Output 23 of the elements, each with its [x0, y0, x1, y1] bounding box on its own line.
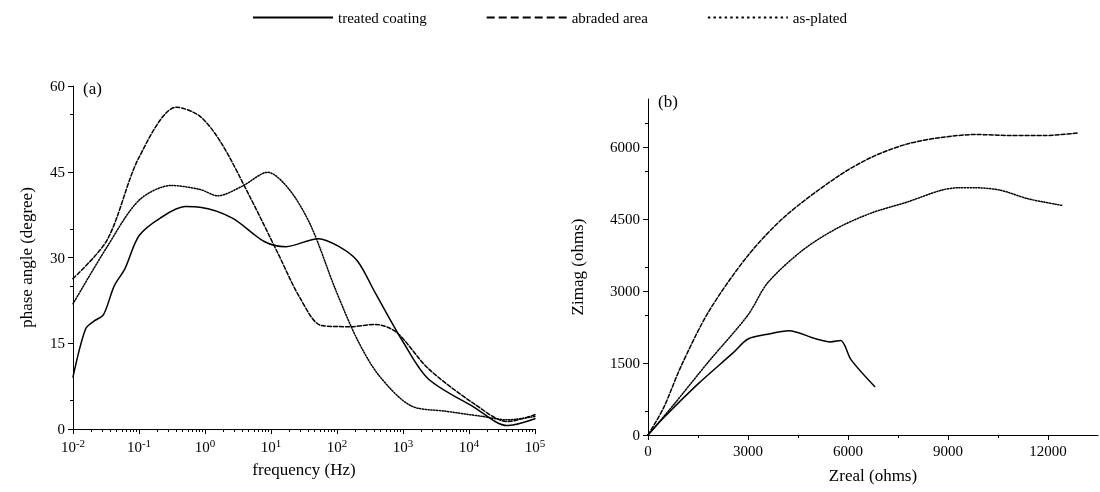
y-tick-label: 45 — [50, 163, 65, 180]
legend-label: treated coating — [337, 9, 428, 26]
annotation: (b) — [658, 92, 678, 111]
y-tick-label: 4500 — [610, 211, 640, 227]
y-tick-label: 1500 — [610, 355, 640, 371]
y-tick-label: 6000 — [610, 139, 640, 155]
annotation: (a) — [83, 79, 102, 98]
x-tick-label: 3000 — [733, 442, 763, 459]
x-tick-label: 9000 — [933, 442, 963, 459]
y-tick-label: 15 — [50, 335, 65, 352]
legend-label: abraded area — [571, 9, 649, 26]
y-tick-label: 3000 — [610, 283, 640, 299]
y-axis-title: Zimag (ohms) — [568, 218, 587, 316]
y-tick-label: 60 — [50, 78, 65, 94]
y-tick-label: 0 — [57, 421, 65, 437]
y-axis-title: phase angle (degree) — [17, 187, 36, 328]
legend-label: as-plated — [792, 9, 848, 26]
x-axis-title: frequency (Hz) — [252, 460, 356, 479]
x-axis-title: Zreal (ohms) — [828, 466, 918, 485]
x-tick-label: 6000 — [833, 442, 863, 459]
x-tick-label: 12000 — [1029, 442, 1067, 459]
x-tick-label: 0 — [644, 442, 652, 459]
y-tick-label: 30 — [50, 249, 65, 266]
